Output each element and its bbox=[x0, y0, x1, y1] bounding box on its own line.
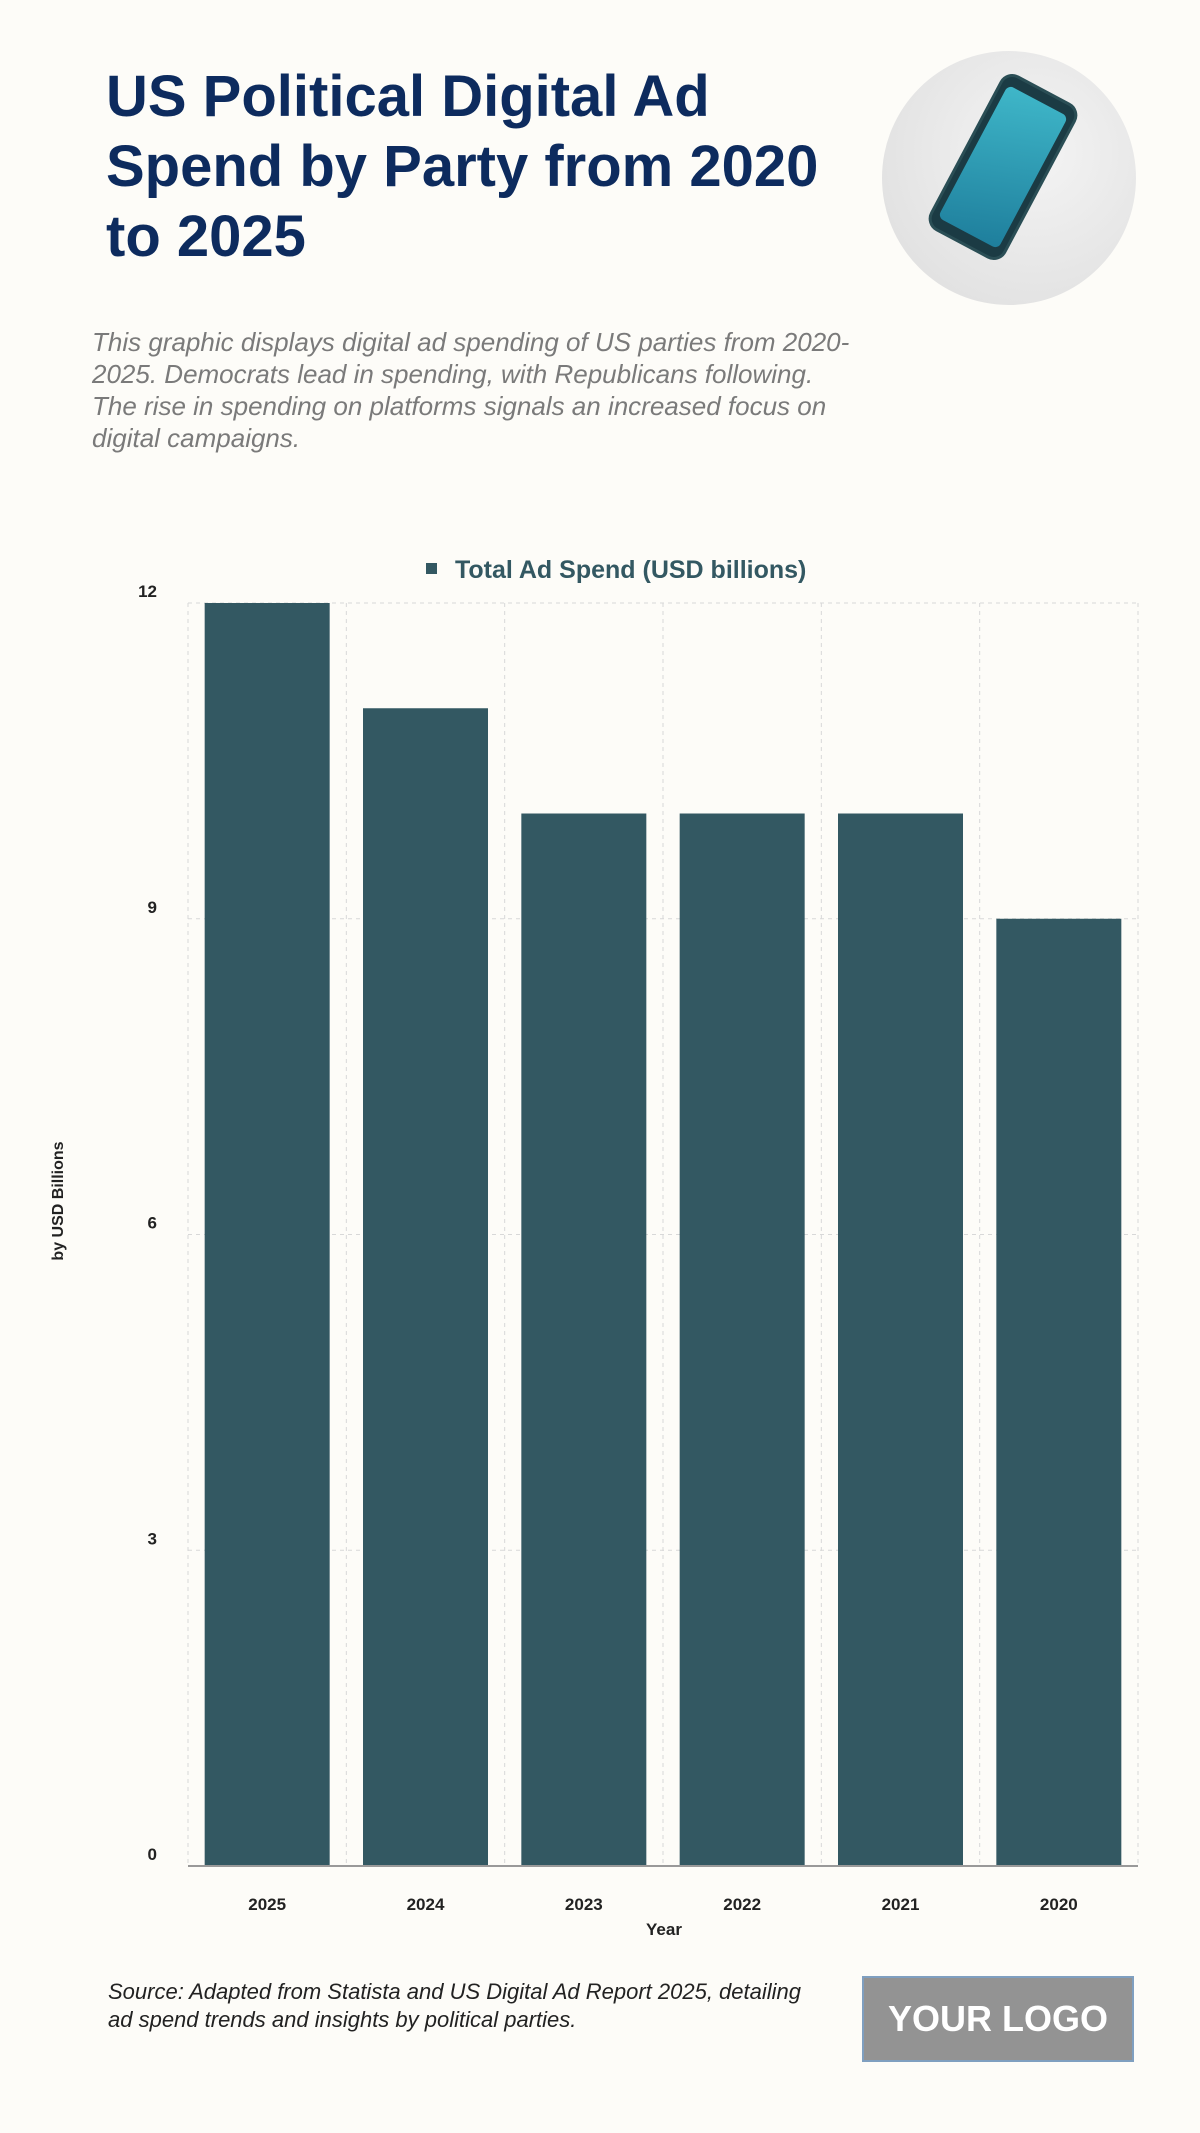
x-tick-label: 2020 bbox=[1040, 1895, 1078, 1914]
bar-2021 bbox=[838, 813, 963, 1866]
y-axis-title: by USD Billions bbox=[50, 1141, 67, 1260]
x-axis-title: Year bbox=[646, 1920, 682, 1939]
description: This graphic displays digital ad spendin… bbox=[92, 327, 850, 453]
x-tick-label: 2024 bbox=[407, 1895, 445, 1914]
x-tick-label: 2022 bbox=[723, 1895, 761, 1914]
bar-2023 bbox=[521, 813, 647, 1866]
bar-2020 bbox=[996, 918, 1122, 1866]
bar-2025 bbox=[204, 603, 330, 1866]
x-tick-label: 2025 bbox=[248, 1895, 286, 1914]
bars bbox=[204, 603, 1122, 1866]
y-tick-label: 0 bbox=[148, 1845, 157, 1864]
y-ticks: 0 3 6 9 12 bbox=[138, 582, 157, 1864]
y-tick-label: 3 bbox=[148, 1529, 157, 1548]
bar-chart: 0 3 6 9 12 2025 2024 2023 2022 2021 2020 Total Ad… bbox=[50, 556, 1139, 1939]
logo-placeholder: YOUR LOGO bbox=[862, 1976, 1134, 2062]
x-tick-label: 2021 bbox=[882, 1895, 920, 1914]
grid bbox=[187, 602, 1139, 1867]
x-ticks: 2025 2024 2023 2022 2021 2020 bbox=[248, 1895, 1077, 1914]
legend-marker bbox=[426, 563, 437, 574]
source-note: Source: Adapted from Statista and US Dig… bbox=[108, 1979, 801, 2032]
legend-label: Total Ad Spend (USD billions) bbox=[455, 556, 806, 584]
y-tick-label: 12 bbox=[138, 582, 157, 601]
bar-2022 bbox=[679, 813, 805, 1866]
y-tick-label: 9 bbox=[148, 898, 157, 917]
y-tick-label: 6 bbox=[148, 1214, 157, 1233]
x-tick-label: 2023 bbox=[565, 1895, 603, 1914]
page-title: US Political Digital Ad Spend by Party f… bbox=[106, 64, 819, 269]
phone-photo bbox=[882, 51, 1136, 305]
bar-2024 bbox=[363, 708, 488, 1866]
